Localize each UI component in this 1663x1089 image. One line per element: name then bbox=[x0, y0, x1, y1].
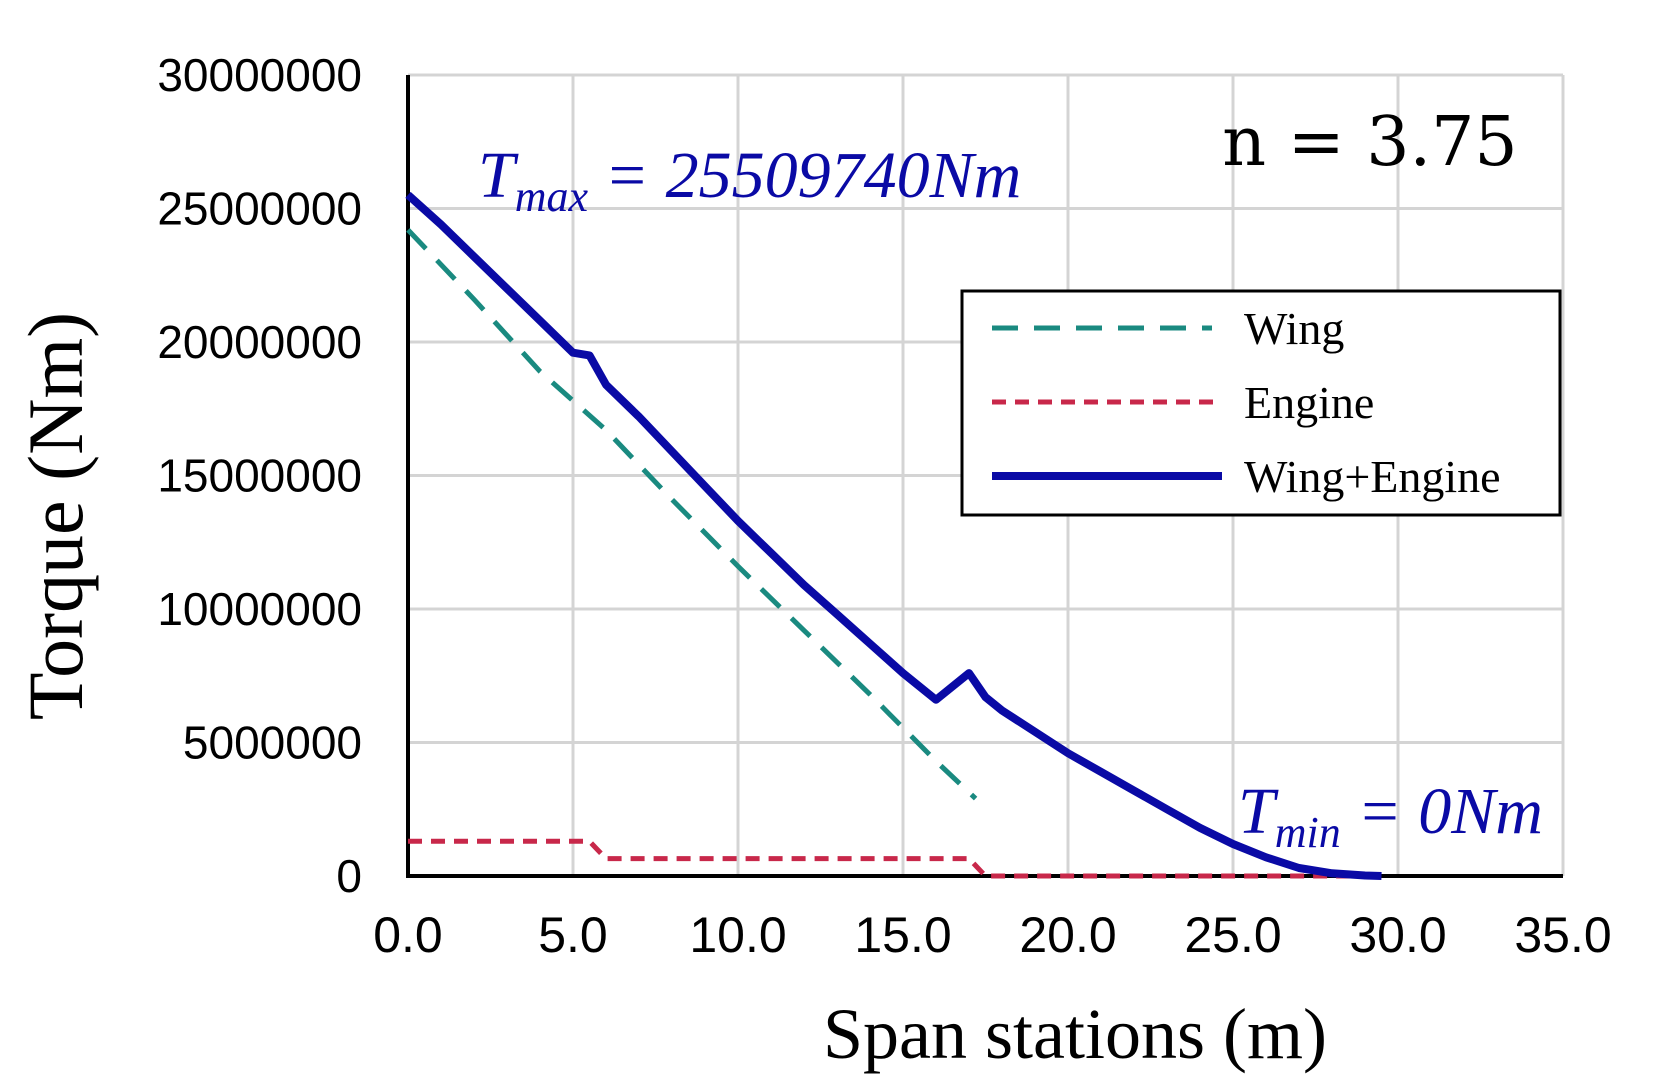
y-tick-label: 25000000 bbox=[157, 183, 362, 235]
series-line-engine bbox=[408, 838, 1382, 879]
legend-label-engine: Engine bbox=[1244, 377, 1374, 428]
tmin-subscript: min bbox=[1275, 808, 1341, 857]
data-series bbox=[405, 191, 1382, 880]
x-axis-title: Span stations (m) bbox=[823, 994, 1327, 1074]
series-line-wing bbox=[406, 228, 978, 801]
x-tick-label: 25.0 bbox=[1184, 907, 1281, 963]
tmax-value: = 25509740Nm bbox=[588, 139, 1021, 212]
y-tick-label: 5000000 bbox=[183, 717, 362, 769]
x-tick-label: 15.0 bbox=[854, 907, 951, 963]
y-tick-label: 10000000 bbox=[157, 583, 362, 635]
legend-label-wing: Wing bbox=[1244, 303, 1344, 354]
legend-label-wing-engine: Wing+Engine bbox=[1244, 451, 1501, 502]
x-tick-label: 35.0 bbox=[1514, 907, 1611, 963]
y-tick-label: 0 bbox=[336, 850, 362, 902]
tmin-symbol: T bbox=[1238, 775, 1279, 848]
y-axis-title: Torque (Nm) bbox=[12, 312, 99, 720]
tmin-value: = 0Nm bbox=[1341, 775, 1543, 848]
tmax-subscript: max bbox=[515, 172, 589, 221]
tmax-annotation: Tmax = 25509740Nm bbox=[478, 139, 1021, 221]
x-tick-label: 20.0 bbox=[1019, 907, 1116, 963]
load-factor-label: n = 3.75 bbox=[1222, 103, 1517, 182]
series-line-wing-engine bbox=[405, 191, 1382, 880]
tmax-symbol: T bbox=[478, 139, 519, 212]
legend: Wing Engine Wing+Engine bbox=[960, 289, 1562, 517]
x-tick-label: 10.0 bbox=[689, 907, 786, 963]
x-tick-label: 30.0 bbox=[1349, 907, 1446, 963]
y-tick-label: 30000000 bbox=[157, 49, 362, 101]
tmin-annotation: Tmin = 0Nm bbox=[1238, 775, 1543, 857]
x-tick-label: 0.0 bbox=[373, 907, 443, 963]
y-tick-label: 15000000 bbox=[157, 450, 362, 502]
x-tick-label: 5.0 bbox=[538, 907, 608, 963]
tick-labels: 0 5000000 10000000 15000000 20000000 25000000… bbox=[157, 49, 1611, 963]
y-tick-label: 20000000 bbox=[157, 316, 362, 368]
